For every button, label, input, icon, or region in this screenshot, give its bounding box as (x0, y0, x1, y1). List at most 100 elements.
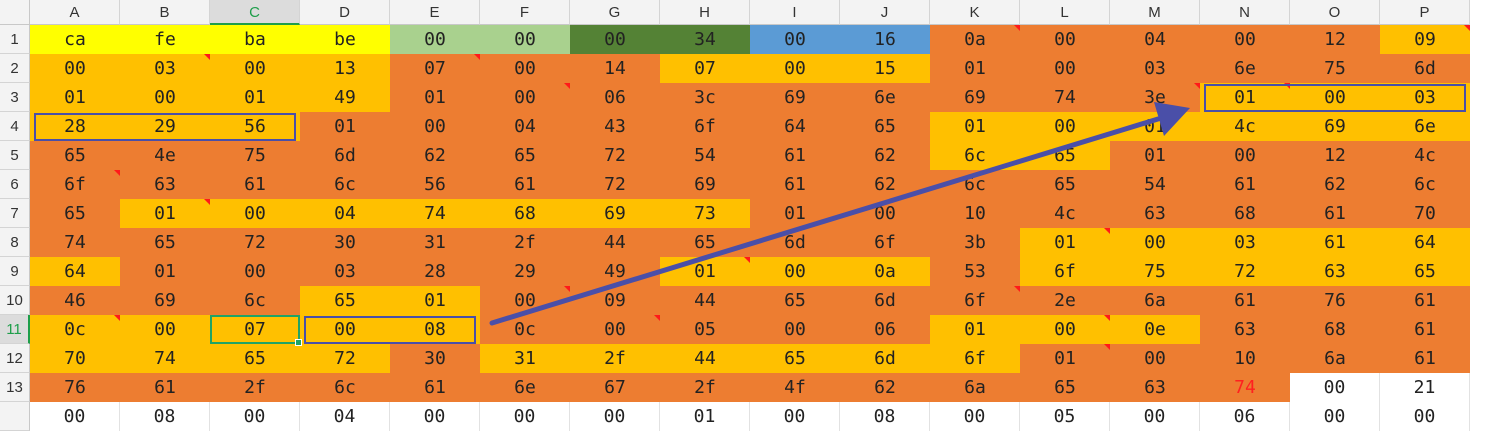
cell-d4[interactable]: 01 (300, 112, 390, 141)
cell-m9[interactable]: 75 (1110, 257, 1200, 286)
column-header-h[interactable]: H (660, 0, 750, 25)
cell-l6[interactable]: 65 (1020, 170, 1110, 199)
cell-b9[interactable]: 01 (120, 257, 210, 286)
cell-m2[interactable]: 03 (1110, 54, 1200, 83)
cell-a2[interactable]: 00 (30, 54, 120, 83)
cell-n9[interactable]: 72 (1200, 257, 1290, 286)
cell-e14[interactable]: 00 (390, 402, 480, 431)
cell-o4[interactable]: 69 (1290, 112, 1380, 141)
cell-f8[interactable]: 2f (480, 228, 570, 257)
cell-f9[interactable]: 29 (480, 257, 570, 286)
cell-i6[interactable]: 61 (750, 170, 840, 199)
cell-o12[interactable]: 6a (1290, 344, 1380, 373)
cell-k14[interactable]: 00 (930, 402, 1020, 431)
cell-g13[interactable]: 67 (570, 373, 660, 402)
cell-e5[interactable]: 62 (390, 141, 480, 170)
cell-j4[interactable]: 65 (840, 112, 930, 141)
cell-b10[interactable]: 69 (120, 286, 210, 315)
cell-o14[interactable]: 00 (1290, 402, 1380, 431)
cell-j2[interactable]: 15 (840, 54, 930, 83)
cell-c11[interactable]: 07 (210, 315, 300, 344)
cell-h10[interactable]: 44 (660, 286, 750, 315)
cell-b7[interactable]: 01 (120, 199, 210, 228)
cell-k10[interactable]: 6f (930, 286, 1020, 315)
row-header-8[interactable]: 8 (0, 228, 30, 257)
cell-b6[interactable]: 63 (120, 170, 210, 199)
cell-g3[interactable]: 06 (570, 83, 660, 112)
cell-p4[interactable]: 6e (1380, 112, 1470, 141)
cell-g12[interactable]: 2f (570, 344, 660, 373)
cell-g11[interactable]: 00 (570, 315, 660, 344)
cell-p14[interactable]: 00 (1380, 402, 1470, 431)
row-header-10[interactable]: 10 (0, 286, 30, 315)
cell-k11[interactable]: 01 (930, 315, 1020, 344)
cell-p8[interactable]: 64 (1380, 228, 1470, 257)
cell-p7[interactable]: 70 (1380, 199, 1470, 228)
cell-p13[interactable]: 21 (1380, 373, 1470, 402)
column-header-a[interactable]: A (30, 0, 120, 25)
cell-m6[interactable]: 54 (1110, 170, 1200, 199)
cell-l12[interactable]: 01 (1020, 344, 1110, 373)
cell-m7[interactable]: 63 (1110, 199, 1200, 228)
cell-d6[interactable]: 6c (300, 170, 390, 199)
row-header-7[interactable]: 7 (0, 199, 30, 228)
row-header-1[interactable]: 1 (0, 25, 30, 54)
cell-l9[interactable]: 6f (1020, 257, 1110, 286)
column-header-f[interactable]: F (480, 0, 570, 25)
cell-g7[interactable]: 69 (570, 199, 660, 228)
row-header-next[interactable] (0, 402, 30, 431)
row-header-4[interactable]: 4 (0, 112, 30, 141)
cell-n7[interactable]: 68 (1200, 199, 1290, 228)
column-header-o[interactable]: O (1290, 0, 1380, 25)
cell-k12[interactable]: 6f (930, 344, 1020, 373)
cell-h4[interactable]: 6f (660, 112, 750, 141)
row-header-9[interactable]: 9 (0, 257, 30, 286)
column-header-g[interactable]: G (570, 0, 660, 25)
cell-m4[interactable]: 01 (1110, 112, 1200, 141)
row-header-5[interactable]: 5 (0, 141, 30, 170)
cell-b12[interactable]: 74 (120, 344, 210, 373)
column-header-n[interactable]: N (1200, 0, 1290, 25)
cell-c10[interactable]: 6c (210, 286, 300, 315)
cell-b13[interactable]: 61 (120, 373, 210, 402)
cell-n6[interactable]: 61 (1200, 170, 1290, 199)
cell-l2[interactable]: 00 (1020, 54, 1110, 83)
cell-h11[interactable]: 05 (660, 315, 750, 344)
cell-a8[interactable]: 74 (30, 228, 120, 257)
cell-g5[interactable]: 72 (570, 141, 660, 170)
cell-f3[interactable]: 00 (480, 83, 570, 112)
cell-a3[interactable]: 01 (30, 83, 120, 112)
cell-o8[interactable]: 61 (1290, 228, 1380, 257)
row-header-3[interactable]: 3 (0, 83, 30, 112)
cell-a11[interactable]: 0c (30, 315, 120, 344)
cell-c13[interactable]: 2f (210, 373, 300, 402)
cell-h8[interactable]: 65 (660, 228, 750, 257)
cell-k2[interactable]: 01 (930, 54, 1020, 83)
cell-k5[interactable]: 6c (930, 141, 1020, 170)
cell-g14[interactable]: 00 (570, 402, 660, 431)
cell-l3[interactable]: 74 (1020, 83, 1110, 112)
cell-a6[interactable]: 6f (30, 170, 120, 199)
cell-e11[interactable]: 08 (390, 315, 480, 344)
cell-a4[interactable]: 28 (30, 112, 120, 141)
cell-f4[interactable]: 04 (480, 112, 570, 141)
cell-f13[interactable]: 6e (480, 373, 570, 402)
cell-b8[interactable]: 65 (120, 228, 210, 257)
cell-g8[interactable]: 44 (570, 228, 660, 257)
cell-k6[interactable]: 6c (930, 170, 1020, 199)
cell-p5[interactable]: 4c (1380, 141, 1470, 170)
cell-k7[interactable]: 10 (930, 199, 1020, 228)
cell-l8[interactable]: 01 (1020, 228, 1110, 257)
cell-g2[interactable]: 14 (570, 54, 660, 83)
cell-b14[interactable]: 08 (120, 402, 210, 431)
cell-p12[interactable]: 61 (1380, 344, 1470, 373)
cell-b2[interactable]: 03 (120, 54, 210, 83)
cell-i5[interactable]: 61 (750, 141, 840, 170)
cell-c5[interactable]: 75 (210, 141, 300, 170)
cell-d3[interactable]: 49 (300, 83, 390, 112)
cell-k8[interactable]: 3b (930, 228, 1020, 257)
cell-p9[interactable]: 65 (1380, 257, 1470, 286)
cell-i8[interactable]: 6d (750, 228, 840, 257)
cell-d8[interactable]: 30 (300, 228, 390, 257)
cell-m8[interactable]: 00 (1110, 228, 1200, 257)
